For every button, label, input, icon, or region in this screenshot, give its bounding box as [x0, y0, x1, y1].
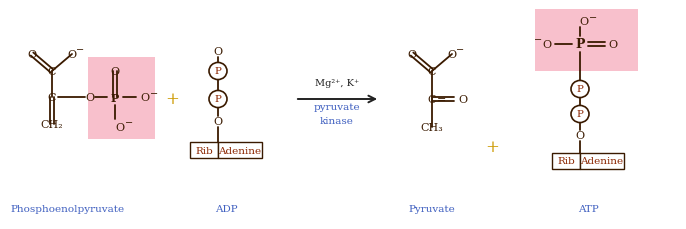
Text: P: P: [215, 67, 222, 76]
Text: O: O: [447, 50, 457, 60]
Text: P: P: [576, 110, 583, 119]
Text: pyruvate: pyruvate: [314, 103, 360, 112]
Text: O: O: [580, 17, 589, 27]
Text: +: +: [485, 139, 499, 156]
Text: C: C: [48, 67, 56, 77]
Text: O: O: [141, 93, 150, 103]
Text: Mg²⁺, K⁺: Mg²⁺, K⁺: [315, 78, 359, 87]
Text: Rib: Rib: [195, 146, 213, 155]
Text: −: −: [150, 89, 158, 98]
Text: −: −: [589, 14, 597, 22]
Ellipse shape: [571, 81, 589, 98]
Text: ADP: ADP: [215, 204, 237, 214]
Text: O: O: [67, 50, 77, 60]
Bar: [580, 153, 624, 169]
Text: Pyruvate: Pyruvate: [409, 204, 456, 214]
Text: −: −: [456, 46, 464, 55]
Text: O: O: [407, 50, 416, 60]
Bar: [88, 58, 155, 139]
Text: kinase: kinase: [320, 117, 354, 126]
Text: C: C: [428, 67, 436, 77]
Text: C: C: [48, 93, 56, 103]
Ellipse shape: [209, 91, 227, 108]
Text: Rib: Rib: [557, 157, 575, 166]
Text: +: +: [165, 91, 179, 108]
Text: −: −: [76, 46, 84, 55]
Text: O: O: [213, 47, 222, 57]
Ellipse shape: [571, 106, 589, 123]
Text: O: O: [86, 93, 95, 103]
Text: C: C: [428, 95, 436, 105]
Text: O: O: [27, 50, 36, 60]
Bar: [218, 142, 262, 158]
Text: O: O: [115, 123, 125, 132]
Text: Phosphoenolpyruvate: Phosphoenolpyruvate: [11, 204, 125, 214]
Text: O: O: [608, 40, 617, 50]
Text: O: O: [110, 67, 119, 77]
Text: P: P: [111, 92, 119, 103]
Text: O: O: [576, 131, 584, 140]
Text: Adenine: Adenine: [218, 146, 261, 155]
Text: −: −: [125, 119, 133, 128]
Text: CH₃: CH₃: [421, 123, 443, 132]
Ellipse shape: [209, 63, 227, 80]
Text: O: O: [458, 95, 468, 105]
Text: O: O: [213, 117, 222, 126]
Bar: [552, 153, 580, 169]
Text: Adenine: Adenine: [580, 157, 624, 166]
Bar: [190, 142, 218, 158]
Text: P: P: [215, 95, 222, 104]
Text: =: =: [436, 95, 446, 105]
Bar: [535, 10, 638, 72]
Text: −: −: [534, 36, 542, 45]
Text: O: O: [543, 40, 552, 50]
Text: P: P: [576, 85, 583, 94]
Text: CH₂: CH₂: [40, 120, 63, 129]
Text: P: P: [576, 38, 584, 51]
Text: ATP: ATP: [578, 204, 598, 214]
